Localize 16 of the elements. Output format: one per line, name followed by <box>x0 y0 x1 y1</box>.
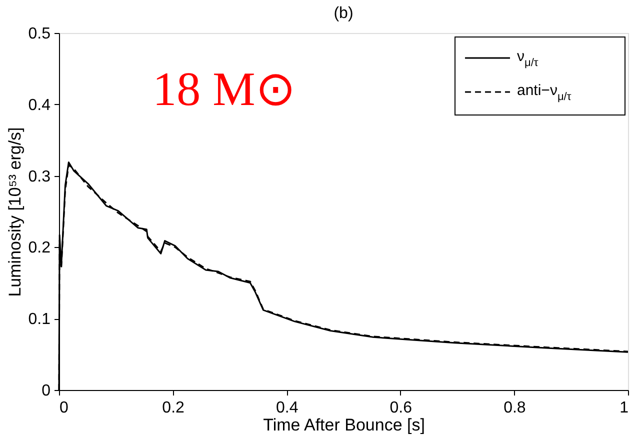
y-tick-label: 0.1 <box>28 311 51 328</box>
chart-title: (b) <box>334 5 354 22</box>
annotation: 18 M⊙ <box>152 63 296 116</box>
y-tick-label: 0.2 <box>28 240 51 257</box>
x-tick-label: 0 <box>60 400 68 416</box>
x-tick-label: 1 <box>620 400 629 416</box>
x-tick-label: 0.6 <box>390 400 412 416</box>
y-axis-title: Luminosity [10⁵³ erg/s] <box>5 127 24 297</box>
y-tick-label: 0 <box>42 382 51 400</box>
x-tick-label: 0.8 <box>504 400 526 416</box>
x-axis-title: Time After Bounce [s] <box>263 416 425 434</box>
x-tick-label: 0.4 <box>276 400 298 416</box>
y-tick-label: 0.5 <box>28 26 51 42</box>
y-tick-label: 0.3 <box>28 168 51 186</box>
y-tick-label: 0.4 <box>28 96 51 114</box>
x-tick-label: 0.2 <box>162 400 185 416</box>
